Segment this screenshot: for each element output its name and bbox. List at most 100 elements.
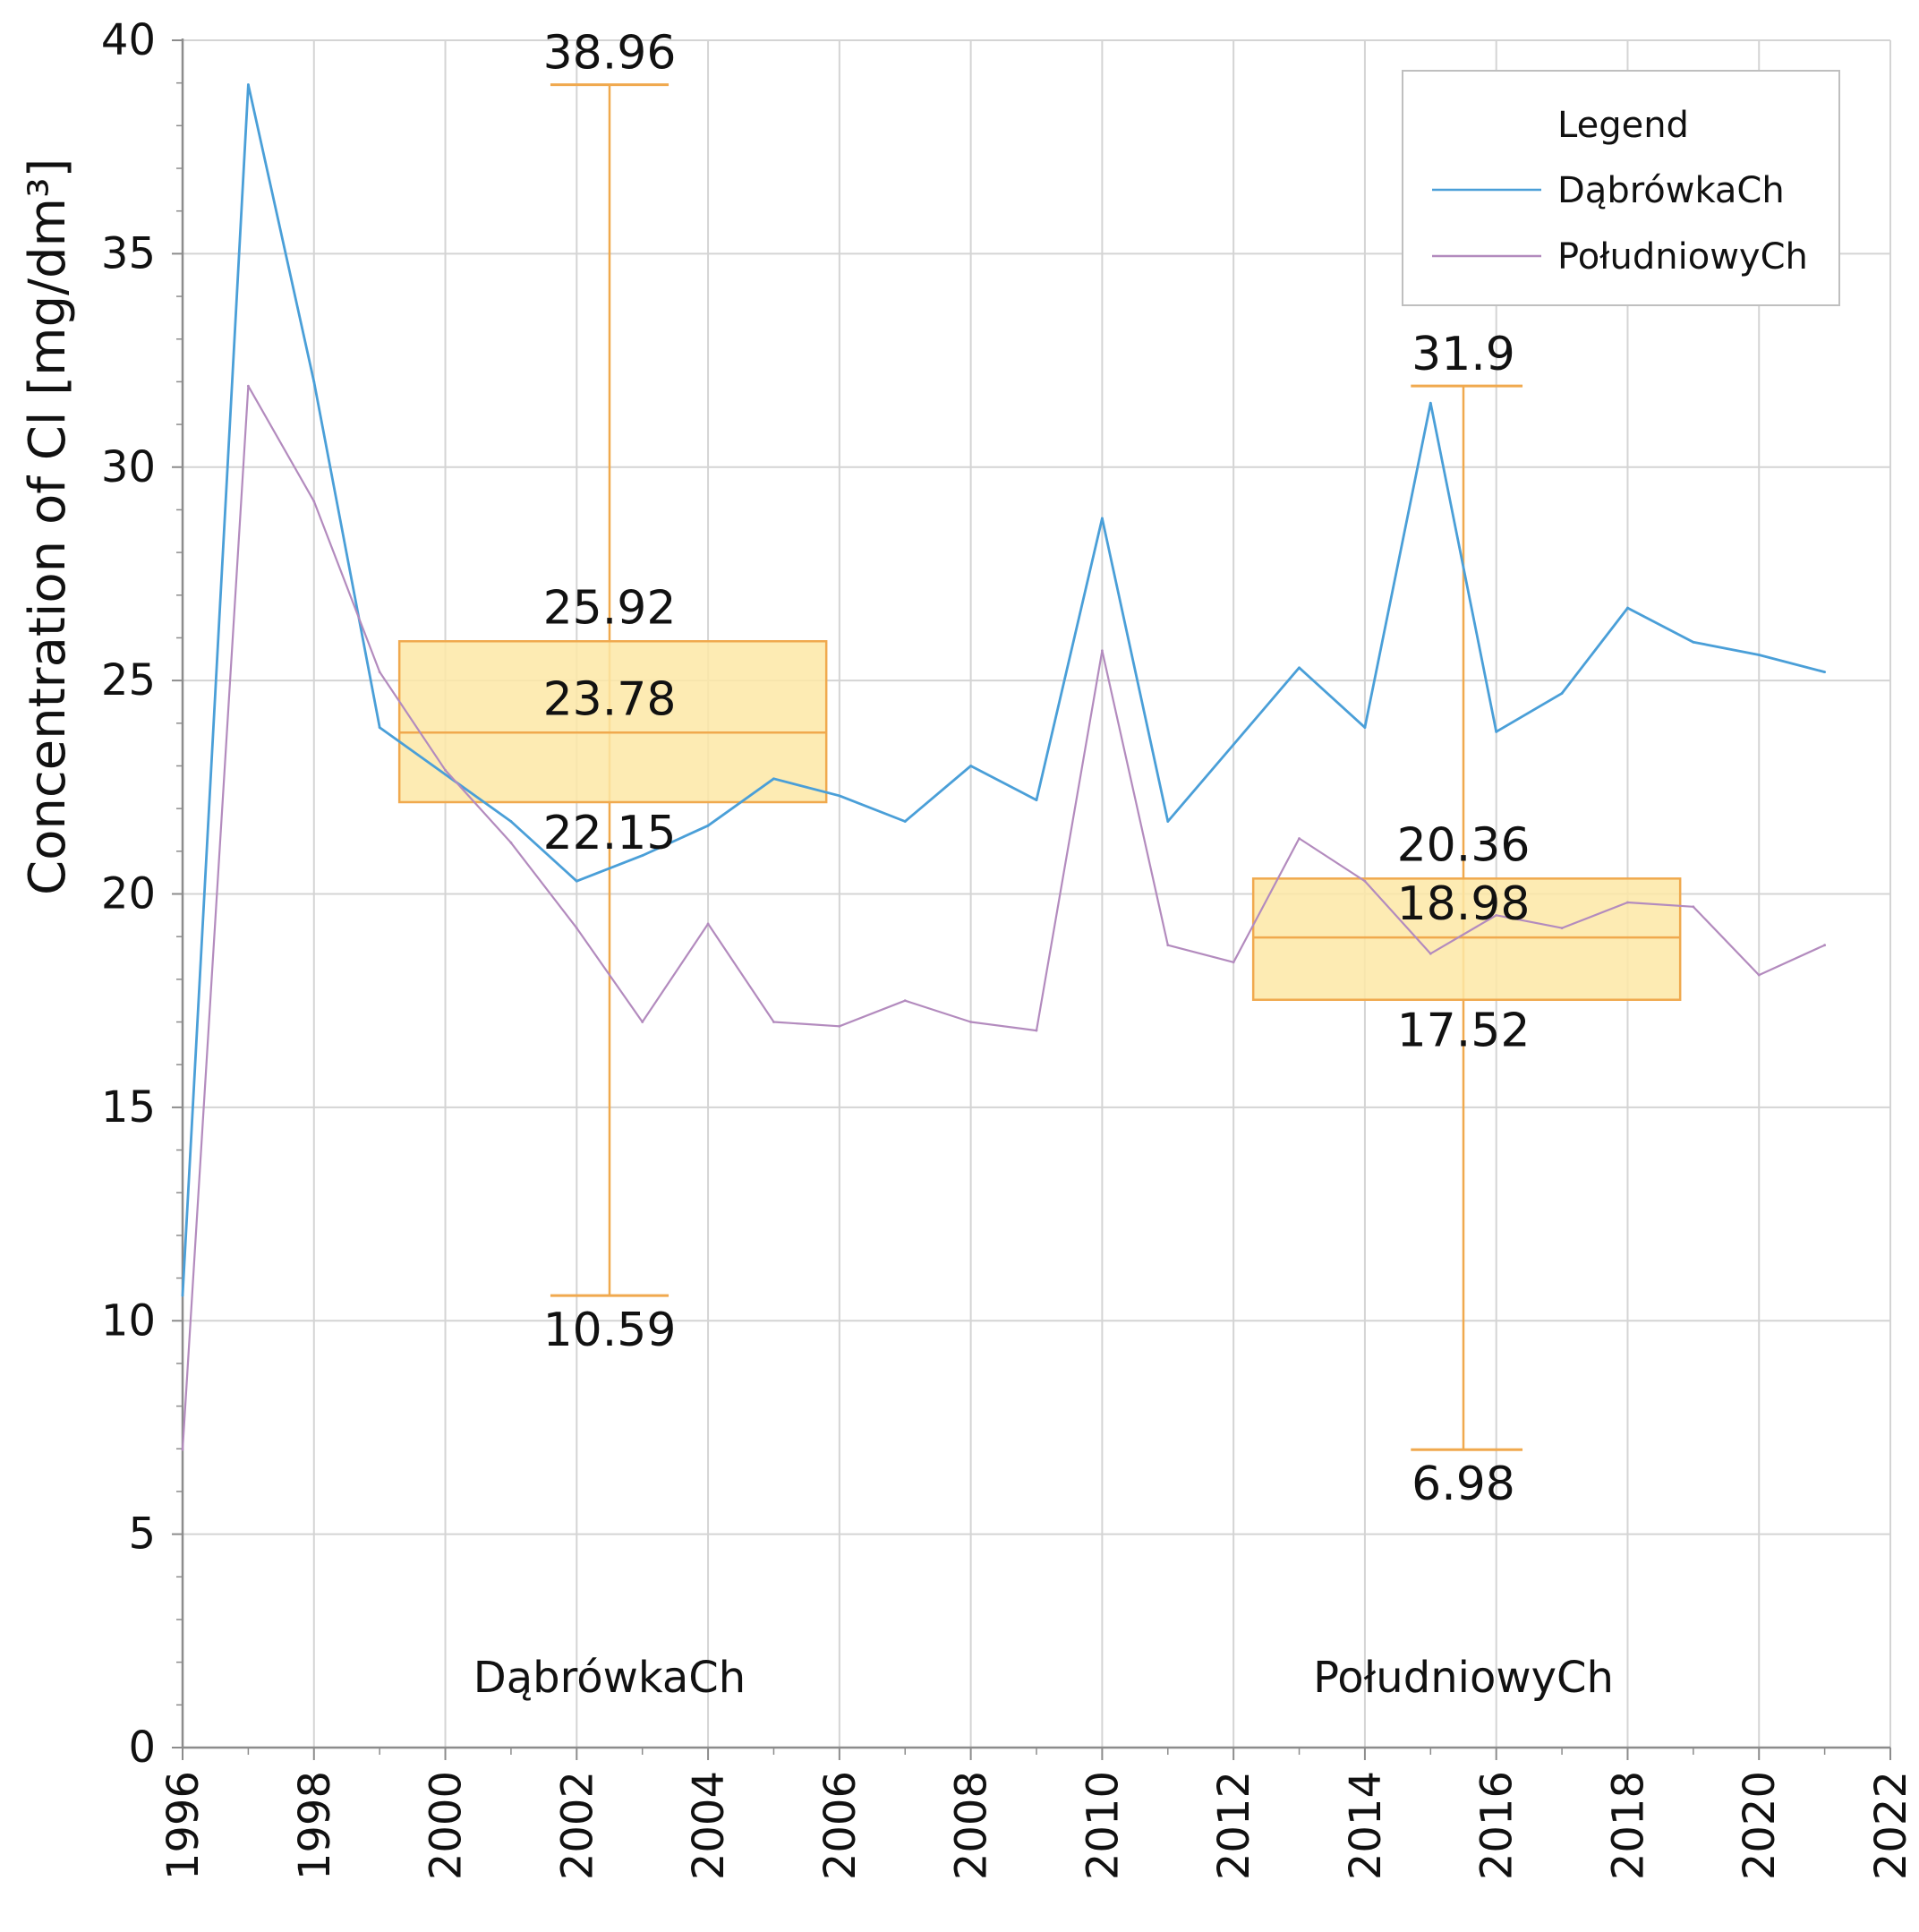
legend: Legend DąbrówkaCh PołudniowyCh [1402,70,1840,306]
y-axis-title: Concentration of Cl [mg/dm³] [19,158,77,895]
group-label-poludniowych: PołudniowyCh [1313,1653,1614,1703]
y-tick-label: 35 [101,228,156,278]
x-tick-label: 1998 [290,1771,340,1880]
x-tick-label: 2016 [1472,1771,1522,1880]
max-label-poludniowych: 31.9 [1412,328,1515,381]
data-point-dabrowkach [1757,654,1761,656]
data-point-poludniowych [641,1021,644,1023]
axis-layer: 0 5 10 15 20 25 30 35 40 1996 1998 2000 2002 2004 2006… [101,15,1916,1880]
data-point-poludniowych [1298,837,1301,840]
y-tick-label: 25 [101,655,156,705]
y-tick-label: 40 [101,15,156,65]
data-point-dabrowkach [969,765,973,767]
data-point-dabrowkach [1232,743,1235,747]
max-label-dabrowkach: 38.96 [543,27,677,81]
y-tick-label: 15 [101,1082,156,1133]
x-tick-label: 2020 [1735,1771,1785,1880]
data-point-poludniowych [969,1021,973,1023]
x-tick-label: 1996 [158,1771,209,1880]
x-tick-label: 2000 [422,1771,472,1880]
q3-label-dabrowkach: 25.92 [543,581,677,635]
legend-label-poludniowych: PołudniowyCh [1557,236,1808,278]
min-label-poludniowych: 6.98 [1412,1458,1515,1511]
data-point-dabrowkach [1298,666,1301,670]
group-label-dabrowkach: DąbrówkaCh [473,1653,746,1703]
median-label-poludniowych: 18.98 [1397,877,1531,931]
label-layer: 38.96 25.92 23.78 22.15 10.59 DąbrówkaCh 31.9 2… [473,27,1614,1703]
x-tick-label: 2022 [1866,1771,1916,1880]
data-point-dabrowkach [1429,401,1432,405]
data-point-dabrowkach [1100,517,1104,520]
data-point-poludniowych [378,671,381,673]
min-label-dabrowkach: 10.59 [543,1304,677,1357]
data-point-dabrowkach [772,777,775,781]
data-point-poludniowych [706,922,710,926]
data-point-dabrowkach [903,820,907,823]
x-tick-label: 2010 [1078,1771,1128,1880]
data-point-poludniowych [1560,927,1564,930]
x-tick-label: 2018 [1603,1771,1653,1880]
data-point-poludniowych [1823,944,1827,947]
data-point-poludniowych [246,384,250,388]
data-point-poludniowych [181,1448,184,1451]
legend-title: Legend [1557,105,1689,146]
x-tick-label: 2014 [1341,1771,1391,1880]
data-point-dabrowkach [444,773,447,776]
data-point-dabrowkach [1363,726,1367,729]
data-point-dabrowkach [509,820,513,823]
data-point-poludniowych [772,1021,775,1023]
x-tick-label: 2004 [684,1771,734,1880]
data-point-dabrowkach [378,726,381,729]
y-tick-label: 30 [101,442,156,492]
data-point-dabrowkach [1626,606,1629,610]
q3-label-poludniowych: 20.36 [1397,818,1531,872]
data-point-poludniowych [1100,649,1104,653]
data-point-poludniowych [1035,1029,1038,1032]
data-point-poludniowych [1626,901,1629,904]
x-tick-label: 2012 [1209,1771,1259,1880]
y-tick-label: 0 [128,1723,156,1773]
data-point-dabrowkach [1166,820,1170,823]
data-point-dabrowkach [641,854,644,857]
data-point-poludniowych [312,500,316,503]
data-point-dabrowkach [1035,799,1038,802]
data-point-poludniowych [838,1024,841,1028]
data-point-dabrowkach [1823,671,1827,673]
data-point-dabrowkach [181,1294,184,1297]
y-tick-label: 20 [101,869,156,919]
data-point-poludniowych [1232,961,1235,964]
data-point-dabrowkach [706,824,710,827]
data-point-poludniowych [1757,973,1761,977]
data-point-poludniowych [1166,944,1170,947]
q1-label-poludniowych: 17.52 [1397,1004,1531,1058]
q1-label-dabrowkach: 22.15 [543,807,677,860]
legend-frame [1402,70,1840,306]
data-point-dabrowkach [838,794,841,798]
data-point-dabrowkach [1692,640,1695,644]
x-tick-label: 2008 [947,1771,997,1880]
data-point-dabrowkach [575,879,578,883]
data-point-dabrowkach [312,380,316,383]
data-point-poludniowych [509,841,513,844]
data-point-poludniowych [1692,905,1695,909]
series-line-poludniowych [181,385,1826,1450]
y-tick-label: 10 [101,1295,156,1346]
series-layer [181,83,1827,1451]
data-point-poludniowych [1429,952,1432,955]
y-tick-label: 5 [128,1509,156,1560]
boxplot-layer [397,83,1682,1451]
data-point-poludniowych [1495,913,1498,917]
x-tick-label: 2006 [815,1771,866,1880]
box-poludniowych [1251,877,1682,1001]
data-point-dabrowkach [246,83,250,86]
data-point-dabrowkach [1560,692,1564,695]
box-dabrowkach [397,640,828,804]
data-point-poludniowych [1363,879,1367,883]
data-point-poludniowych [903,999,907,1003]
x-tick-label: 2002 [552,1771,602,1880]
data-point-poludniowych [575,927,578,930]
median-label-dabrowkach: 23.78 [543,672,677,726]
data-point-dabrowkach [1495,730,1498,733]
